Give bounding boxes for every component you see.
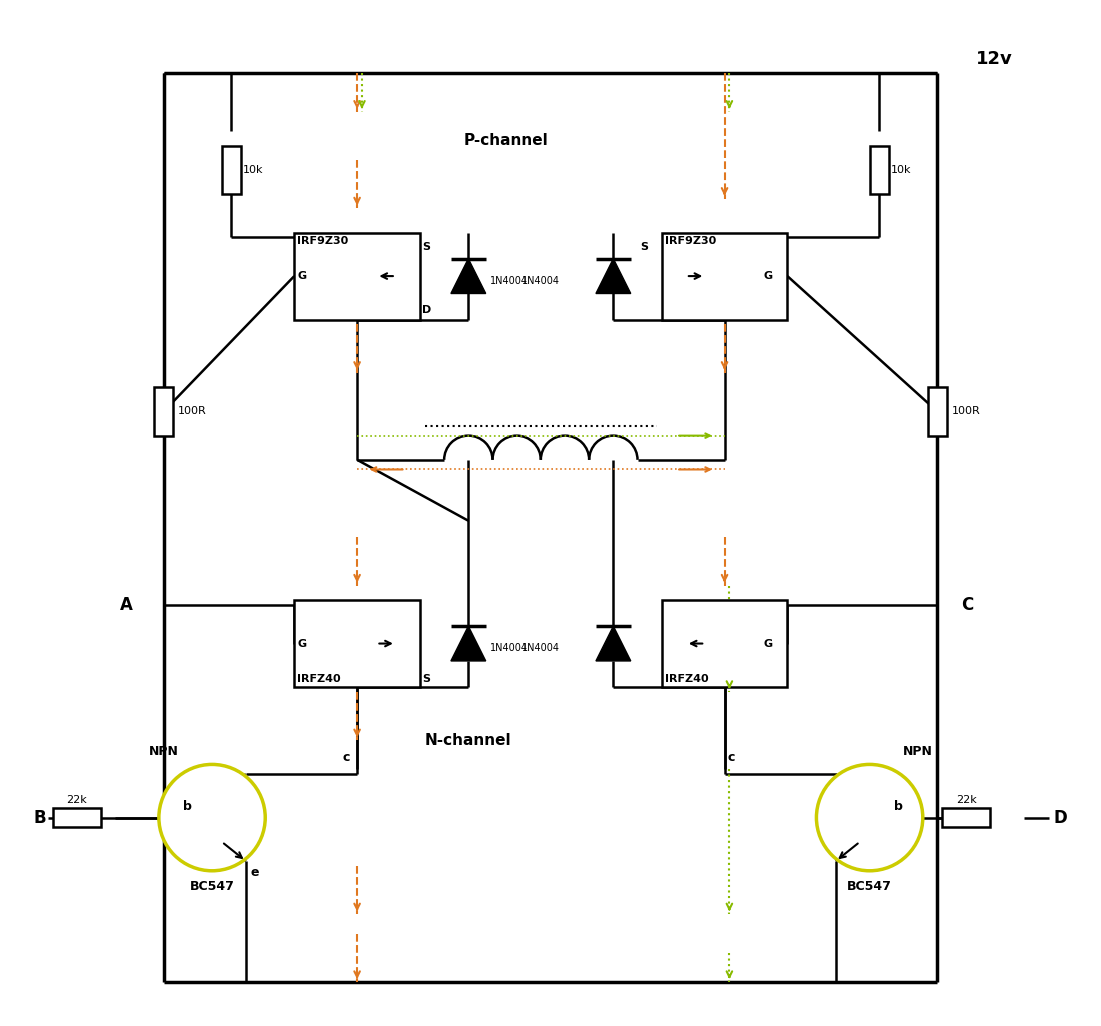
Text: N-channel: N-channel	[425, 733, 512, 748]
Text: C: C	[961, 596, 973, 614]
Bar	[942, 807, 991, 827]
Text: BC547: BC547	[847, 880, 892, 893]
Text: G: G	[763, 638, 773, 648]
Bar	[221, 146, 241, 194]
Text: G: G	[763, 271, 773, 281]
Text: 100R: 100R	[178, 406, 207, 417]
Polygon shape	[596, 626, 631, 661]
Text: IRFZ40: IRFZ40	[297, 674, 341, 684]
Bar	[928, 387, 947, 436]
Text: 22k: 22k	[66, 795, 87, 805]
Text: c: c	[728, 751, 734, 764]
Text: G: G	[297, 271, 306, 281]
Bar	[294, 600, 419, 687]
Text: P-channel: P-channel	[464, 133, 548, 148]
Bar	[53, 807, 101, 827]
Bar	[662, 233, 787, 320]
Text: 1N4004: 1N4004	[522, 643, 559, 654]
Text: 12v: 12v	[975, 50, 1013, 68]
Polygon shape	[451, 626, 486, 661]
Text: D: D	[422, 305, 432, 315]
Circle shape	[159, 764, 265, 871]
Text: 10k: 10k	[243, 165, 263, 174]
Bar	[154, 387, 173, 436]
Text: BC547: BC547	[189, 880, 235, 893]
Text: e: e	[251, 866, 259, 879]
Text: S: S	[422, 242, 429, 252]
Bar	[662, 600, 787, 687]
Text: c: c	[342, 751, 350, 764]
Text: D: D	[1054, 808, 1067, 827]
Text: S: S	[422, 674, 429, 684]
Bar	[294, 233, 419, 320]
Bar	[870, 146, 889, 194]
Text: S: S	[641, 242, 648, 252]
Text: NPN: NPN	[149, 745, 178, 758]
Text: 22k: 22k	[956, 795, 977, 805]
Polygon shape	[451, 259, 486, 293]
Circle shape	[817, 764, 923, 871]
Text: G: G	[297, 638, 306, 648]
Text: IRF9Z30: IRF9Z30	[665, 236, 716, 246]
Polygon shape	[596, 259, 631, 293]
Text: 10k: 10k	[891, 165, 912, 174]
Text: 1N4004: 1N4004	[522, 276, 559, 286]
Text: NPN: NPN	[903, 745, 933, 758]
Text: 100R: 100R	[951, 406, 981, 417]
Text: A: A	[120, 596, 133, 614]
Text: IRFZ40: IRFZ40	[665, 674, 708, 684]
Text: b: b	[183, 799, 192, 813]
Text: B: B	[33, 808, 46, 827]
Text: b: b	[894, 799, 903, 813]
Text: 1N4004: 1N4004	[490, 643, 527, 654]
Text: IRF9Z30: IRF9Z30	[297, 236, 348, 246]
Text: 1N4004: 1N4004	[490, 276, 527, 286]
